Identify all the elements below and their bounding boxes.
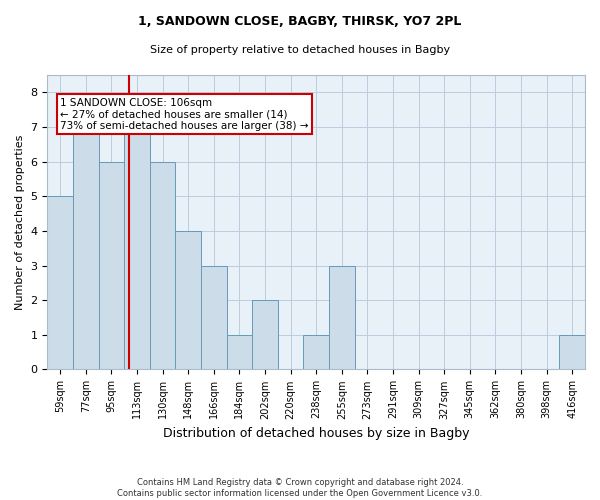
Bar [201, 266, 227, 370]
Bar [150, 162, 175, 370]
Bar [559, 335, 585, 370]
Text: Contains HM Land Registry data © Crown copyright and database right 2024.
Contai: Contains HM Land Registry data © Crown c… [118, 478, 482, 498]
Bar [73, 127, 98, 370]
Text: Size of property relative to detached houses in Bagby: Size of property relative to detached ho… [150, 45, 450, 55]
Bar [227, 335, 252, 370]
Bar [252, 300, 278, 370]
Text: 1, SANDOWN CLOSE, BAGBY, THIRSK, YO7 2PL: 1, SANDOWN CLOSE, BAGBY, THIRSK, YO7 2PL [139, 15, 461, 28]
Y-axis label: Number of detached properties: Number of detached properties [15, 134, 25, 310]
Text: 1 SANDOWN CLOSE: 106sqm
← 27% of detached houses are smaller (14)
73% of semi-de: 1 SANDOWN CLOSE: 106sqm ← 27% of detache… [60, 98, 309, 130]
Bar [175, 231, 201, 370]
X-axis label: Distribution of detached houses by size in Bagby: Distribution of detached houses by size … [163, 427, 469, 440]
Bar [304, 335, 329, 370]
Bar [98, 162, 124, 370]
Bar [47, 196, 73, 370]
Bar [124, 127, 150, 370]
Bar [329, 266, 355, 370]
